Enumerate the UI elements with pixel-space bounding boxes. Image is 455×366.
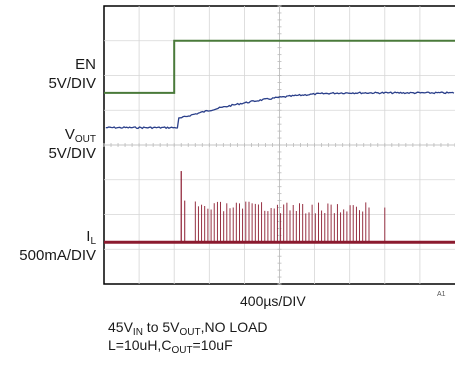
caption-vin-sub: IN — [132, 327, 143, 338]
il-label-main: I — [86, 228, 91, 245]
caption-cout-sub: OUT — [171, 345, 193, 356]
vout-label: VOUT — [30, 126, 96, 149]
caption-vin: 45V — [108, 319, 133, 335]
vout-label-sub: OUT — [74, 134, 96, 145]
il-label-sub: L — [90, 236, 96, 247]
vout-label-main: V — [64, 126, 75, 143]
caption-load: ,NO LOAD — [200, 319, 268, 335]
en-label: EN — [75, 56, 96, 73]
il-scale: 500mA/DIV — [19, 247, 96, 264]
caption-vout: to 5V — [142, 319, 180, 335]
caption-line-2: L=10uH,COUT=10uF — [108, 336, 233, 360]
il-label: IL — [40, 228, 96, 251]
figure-code: A1 — [437, 291, 446, 298]
x-axis-label: 400µs/DIV — [240, 293, 306, 309]
caption-capacitor: =10uF — [192, 337, 233, 353]
vout-scale: 5V/DIV — [48, 145, 96, 162]
vout-trace — [105, 91, 455, 130]
en-scale: 5V/DIV — [48, 75, 96, 92]
caption-line-1: 45VIN to 5VOUT,NO LOAD — [108, 318, 268, 342]
caption-inductor: L=10uH,C — [108, 337, 172, 353]
en-trace — [104, 39, 455, 94]
caption-vout-sub: OUT — [179, 327, 201, 338]
